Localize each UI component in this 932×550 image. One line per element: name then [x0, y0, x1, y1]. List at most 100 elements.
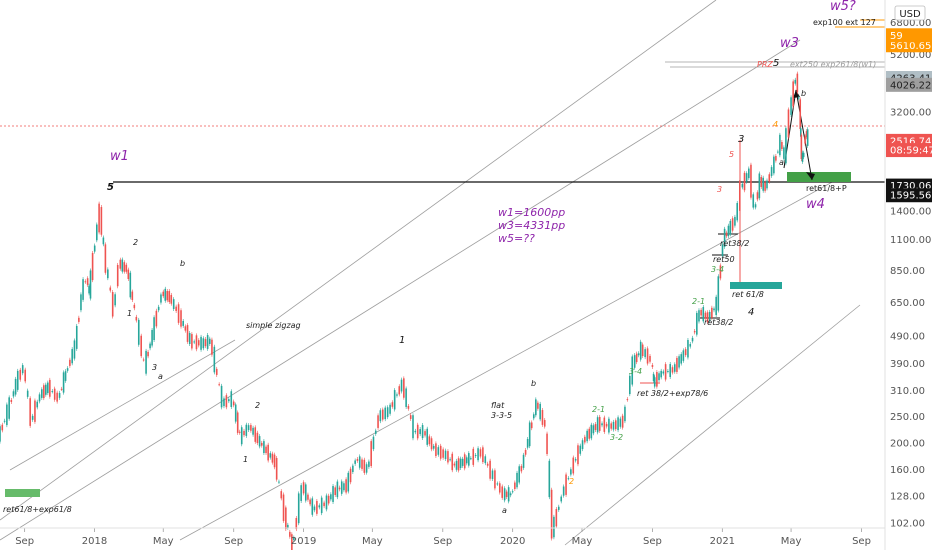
- price-candle: [555, 508, 558, 527]
- price-tag-label: 4026.22: [890, 80, 931, 91]
- price-candle: [177, 304, 180, 323]
- price-candle: [474, 455, 477, 457]
- wave-5-left: 5: [107, 182, 114, 193]
- wave-label-w4: w4: [806, 197, 825, 212]
- price-candle: [254, 427, 257, 442]
- y-tick-label: 1400.00: [890, 206, 931, 217]
- price-candle: [543, 420, 546, 427]
- price-candle: [451, 453, 454, 471]
- price-candle: [691, 337, 694, 342]
- price-candle: [432, 445, 435, 449]
- price-candle: [129, 272, 132, 298]
- price-candle: [617, 417, 619, 431]
- wave-2-label: 2: [255, 401, 260, 410]
- channel-line-upper: [0, 0, 717, 521]
- price-tag-label: 1595.56: [890, 191, 931, 202]
- price-candle: [553, 516, 555, 538]
- target-box-w4: [787, 172, 851, 182]
- ret-left-label: ret61/8+exp61/8: [3, 505, 72, 514]
- currency-selector[interactable]: USD: [894, 5, 926, 21]
- price-candle: [125, 264, 128, 272]
- price-candle: [123, 262, 126, 272]
- price-candle: [336, 481, 339, 498]
- price-candle: [300, 485, 302, 501]
- price-candle: [562, 486, 565, 496]
- price-candle: [218, 384, 220, 386]
- wave-b2-label: b: [531, 379, 536, 388]
- price-candle: [377, 415, 379, 428]
- price-candle: [489, 460, 491, 479]
- x-tick-label: May: [572, 536, 593, 547]
- price-candle: [518, 466, 520, 483]
- price-candle: [365, 464, 368, 473]
- price-candle: [624, 406, 626, 422]
- wave-4b-label: 4: [773, 120, 778, 129]
- price-candle: [704, 312, 707, 319]
- price-candle: [524, 449, 527, 455]
- price-candle: [528, 422, 531, 447]
- price-tag-label: 1730.06: [890, 181, 931, 192]
- price-candle: [182, 320, 184, 326]
- price-candle: [131, 291, 134, 300]
- price-candle: [111, 292, 114, 317]
- price-candle: [405, 388, 407, 407]
- price-candle: [590, 424, 593, 439]
- price-candle: [358, 456, 361, 468]
- price-candle: [572, 457, 575, 474]
- x-tick-label: 2019: [291, 536, 316, 547]
- price-candle: [435, 443, 437, 456]
- price-tag-label: 5610.65: [890, 41, 931, 52]
- price-candle: [323, 502, 325, 507]
- y-axis[interactable]: 6800.00 5200.00 3200.00 1400.00 1100.00 850.0…: [890, 18, 931, 530]
- price-candle: [656, 371, 658, 387]
- price-candle: [142, 359, 145, 361]
- price-tag-box: [886, 143, 932, 158]
- price-candle: [84, 281, 87, 283]
- price-candle: [175, 306, 177, 311]
- x-tick-label: May: [781, 536, 802, 547]
- x-tick-label: Sep: [643, 536, 662, 547]
- price-candle: [368, 461, 370, 467]
- price-candle: [197, 340, 200, 346]
- price-candle: [463, 454, 466, 469]
- price-candle: [69, 359, 71, 366]
- price-candle: [498, 483, 501, 493]
- currency-box[interactable]: [894, 5, 926, 21]
- x-axis[interactable]: Sep 2018 May Sep 2019 May Sep 2020 May Sep 2021 May…: [15, 528, 871, 547]
- price-candle: [574, 459, 577, 461]
- wave-1b-label: 1: [243, 455, 248, 464]
- price-candle: [147, 351, 149, 357]
- price-candle: [291, 534, 293, 550]
- price-candle: [140, 335, 142, 357]
- price-candle: [51, 391, 54, 393]
- wave-1-label: 1: [399, 335, 405, 346]
- price-candle: [162, 291, 165, 297]
- price-candle: [779, 134, 781, 156]
- price-candle: [581, 440, 584, 450]
- price-candle: [153, 317, 155, 340]
- wave-b-label: b: [180, 259, 185, 268]
- y-tick-label: 650.00: [890, 298, 925, 309]
- price-candle: [594, 424, 597, 431]
- price-candle: [560, 496, 563, 502]
- projection-arrowhead: [806, 172, 815, 180]
- price-candle: [223, 398, 225, 407]
- price-candle: [541, 410, 544, 425]
- price-candle: [160, 294, 162, 303]
- y-tick-label: 850.00: [890, 266, 925, 277]
- price-candle: [96, 224, 98, 241]
- price-candle: [398, 386, 401, 395]
- price-candle: [220, 385, 223, 408]
- price-candle: [12, 391, 15, 397]
- price-candle: [287, 524, 289, 528]
- price-candle: [509, 493, 512, 496]
- price-candle: [293, 537, 295, 541]
- price-tag-box: [886, 188, 932, 203]
- price-candle: [787, 109, 790, 138]
- price-candle: [338, 487, 341, 490]
- price-candle: [245, 424, 248, 436]
- price-candle: [43, 385, 45, 399]
- currency-label: USD: [899, 9, 921, 20]
- price-candle: [687, 339, 689, 358]
- price-candle: [243, 430, 245, 436]
